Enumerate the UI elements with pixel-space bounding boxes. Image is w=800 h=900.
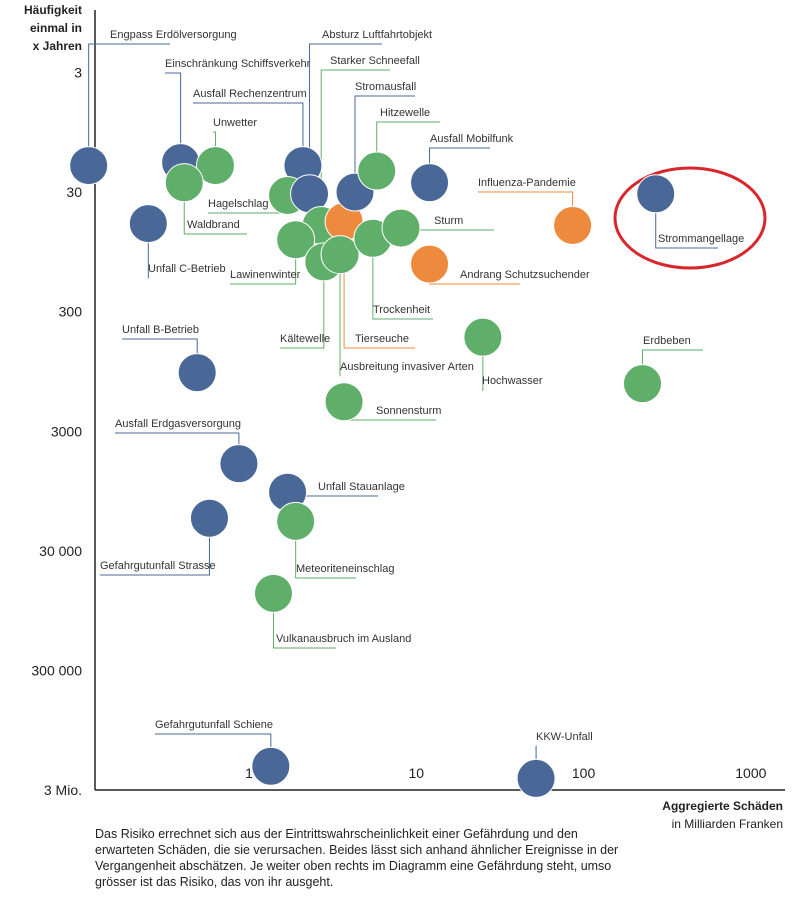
point-label: Andrang Schutzsuchender (460, 269, 590, 281)
risk-point (164, 163, 204, 203)
point-label: Ausfall Rechenzentrum (193, 88, 307, 100)
risk-point (128, 204, 168, 244)
point-label: Stromausfall (355, 81, 416, 93)
point-label: Ausfall Mobilfunk (430, 133, 514, 145)
risk-point (189, 498, 229, 538)
risk-point (636, 174, 676, 214)
leader-line (372, 238, 433, 320)
point-label: Lawinenwinter (230, 269, 301, 281)
risk-point (177, 353, 217, 393)
x-axis-label: in Milliarden Franken (672, 818, 783, 831)
risk-point (253, 573, 293, 613)
leader-line (320, 69, 390, 226)
point-label: Influenza-Pandemie (478, 177, 576, 189)
point-label: Hagelschlag (208, 198, 269, 210)
point-label: Ausfall Erdgasversorgung (115, 418, 241, 430)
leader-line (354, 95, 415, 193)
x-label-sub: in Milliarden Franken (672, 818, 783, 831)
risk-point (324, 382, 364, 422)
leader-line (280, 261, 325, 349)
risk-point (357, 151, 397, 191)
point-label: Absturz Luftfahrtobjekt (322, 29, 432, 41)
point-label: Vulkanausbruch im Ausland (276, 633, 411, 645)
leader-line (165, 72, 182, 163)
point-label: Gefahrgutunfall Strasse (100, 560, 216, 572)
y-tick-label: 300 (59, 304, 83, 320)
y-tick-label: 3 Mio. (44, 782, 82, 798)
risk-point (219, 444, 259, 484)
caption: Das Risiko errechnet sich aus der Eintri… (95, 827, 619, 889)
point-label: Hochwasser (482, 375, 543, 387)
point-label: Unwetter (213, 117, 257, 129)
point-label: Strommangellage (658, 233, 744, 245)
x-axis-label: Aggregierte Schäden (662, 799, 783, 813)
y-tick-label: 3 (74, 65, 82, 81)
risk-point (463, 317, 503, 357)
point-label: Meteoriteneinschlag (296, 563, 394, 575)
risk-point (516, 758, 556, 798)
leader-line (88, 43, 170, 166)
y-tick-label: 30 000 (39, 543, 82, 559)
x-tick-label: 1000 (735, 765, 766, 781)
highlight-ellipse (613, 166, 767, 270)
point-label: Trockenheit (373, 304, 430, 316)
risk-point (276, 501, 316, 541)
chart: Häufigkeit einmal in x Jahren Aggregiert… (24, 3, 785, 813)
y-tick-label: 300 000 (31, 662, 82, 678)
x-tick-label: 10 (409, 765, 425, 781)
point-label: Ausbreitung invasiver Arten (340, 361, 474, 373)
point-label: Sonnensturm (376, 405, 441, 417)
point-label: Einschränkung Schiffsverkehr (165, 58, 311, 70)
leader-line (193, 102, 304, 166)
risk-point (251, 746, 291, 786)
point-label: Starker Schneefall (330, 55, 420, 67)
y-tick-label: 3000 (51, 423, 82, 439)
risk-point (381, 208, 421, 248)
risk-point (410, 163, 450, 203)
y-tick-label: 30 (66, 184, 82, 200)
point-label: Sturm (434, 215, 463, 227)
point-label: Kältewelle (280, 333, 330, 345)
y-axis-label: x Jahren (33, 39, 82, 53)
point-label: Gefahrgutunfall Schiene (155, 719, 273, 731)
risk-point (69, 146, 109, 186)
x-tick-label: 1 (245, 765, 253, 781)
risk-point (410, 244, 450, 284)
point-label: Unfall C-Betrieb (148, 263, 226, 275)
point-label: Unfall B-Betrieb (122, 324, 199, 336)
risk-point (276, 220, 316, 260)
risk-point (320, 235, 360, 275)
y-axis-label: einmal in (30, 21, 82, 35)
point-label: Hitzewelle (380, 107, 430, 119)
point-label: Erdbeben (643, 335, 691, 347)
point-label: Waldbrand (187, 219, 240, 231)
y-axis-label: Häufigkeit (24, 3, 82, 17)
point-label: Unfall Stauanlage (318, 481, 405, 493)
leader-line (309, 43, 382, 194)
risk-point (195, 146, 235, 186)
point-label: Engpass Erdölversorgung (110, 29, 237, 41)
x-tick-label: 100 (572, 765, 596, 781)
point-label: Tierseuche (355, 333, 409, 345)
risk-point (553, 205, 593, 245)
point-label: KKW-Unfall (536, 731, 593, 743)
risk-point (622, 364, 662, 404)
